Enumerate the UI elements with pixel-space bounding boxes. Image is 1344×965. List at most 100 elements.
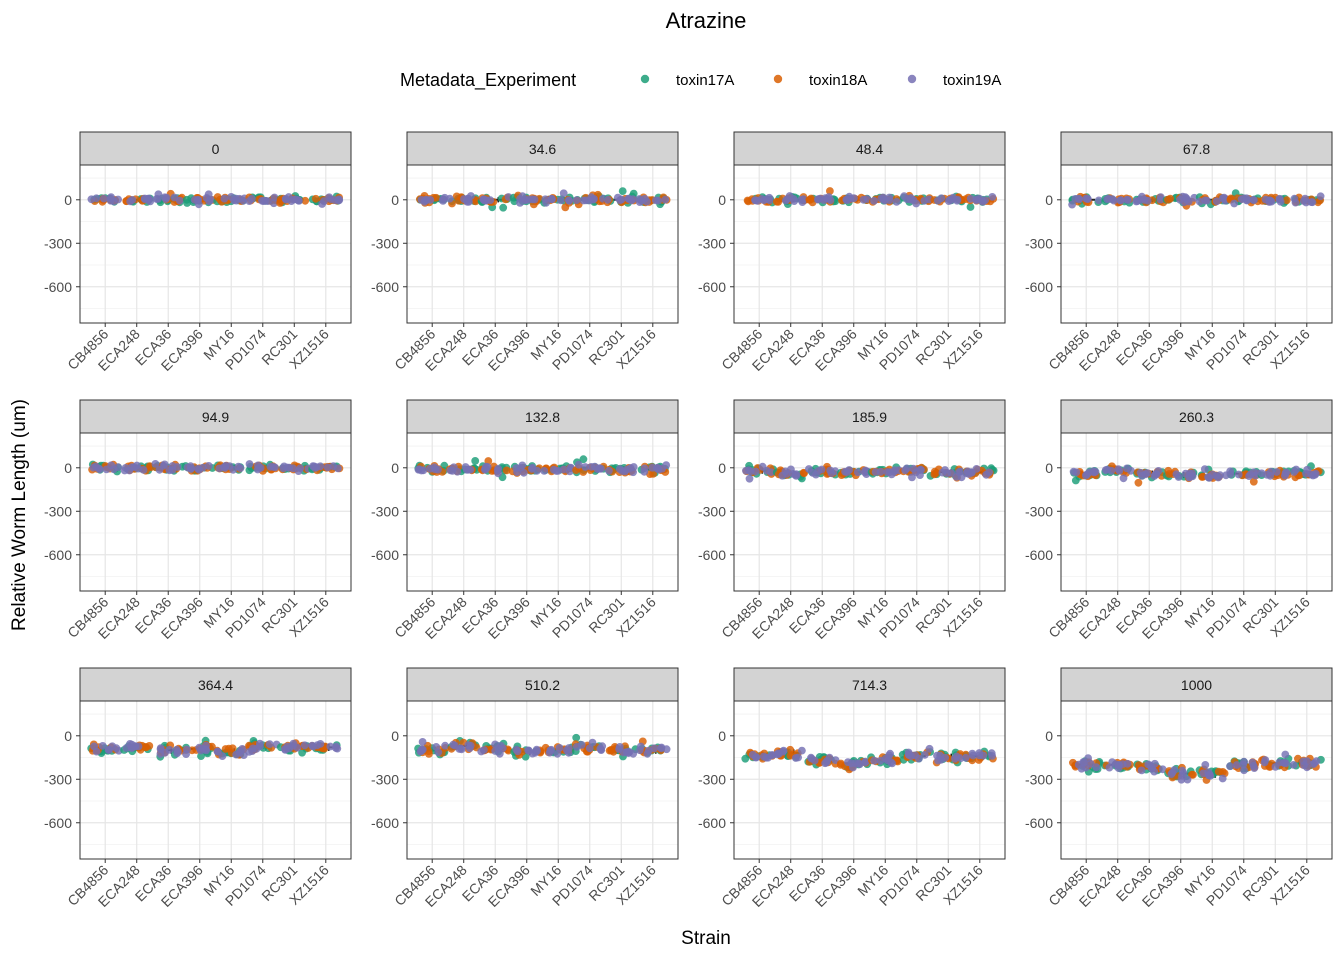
point-toxin19A [494,469,502,478]
point-toxin19A [155,465,164,474]
legend-key-toxin19A [907,74,917,84]
point-toxin19A [221,461,230,470]
point-toxin19A [588,738,597,747]
point-toxin19A [789,470,797,478]
point-toxin19A [204,190,213,199]
y-tick-label: -600 [371,279,399,295]
facet-panel-132.8: 132.80-300-600CB4856ECA248ECA36ECA396MY1… [371,399,679,642]
plot-background [80,701,351,859]
point-toxin19A [253,465,262,474]
point-toxin19A [1137,471,1146,480]
facet-strip-label: 94.9 [202,409,229,425]
point-toxin19A [807,754,816,763]
point-toxin19A [605,466,613,475]
point-toxin19A [542,198,551,207]
legend-key-toxin18A [773,74,783,84]
point-toxin19A [1090,468,1098,477]
point-toxin18A [930,467,939,476]
point-toxin19A [758,462,767,471]
point-toxin19A [635,195,644,203]
point-toxin19A [845,466,853,474]
facet-strip [79,667,352,702]
facet-strip [406,399,679,434]
point-toxin19A [309,742,317,751]
panel-border [1060,700,1333,860]
point-toxin18A [826,187,834,195]
panel-border [733,164,1006,324]
point-toxin19A [624,749,633,757]
plot-background [407,701,678,859]
point-toxin19A [229,465,238,474]
point-toxin19A [936,751,944,760]
point-toxin19A [108,742,117,751]
facet-panel-1000: 10000-300-600CB4856ECA248ECA36ECA396MY16… [1025,667,1333,910]
plot-background [734,433,1005,591]
chart-title: Atrazine [666,8,747,33]
point-toxin19A [603,195,612,204]
point-toxin19A [820,196,828,205]
point-toxin19A [912,199,921,208]
point-toxin17A [499,203,508,212]
point-toxin19A [248,747,257,755]
point-toxin18A [1282,196,1291,205]
point-toxin19A [597,464,605,473]
point-toxin19A [266,462,275,471]
point-toxin19A [1150,767,1159,776]
point-toxin19A [449,740,458,749]
plot-background [407,165,678,323]
point-toxin19A [764,753,772,762]
point-toxin19A [1291,198,1300,207]
point-toxin19A [261,196,270,205]
facet-strip [1060,399,1333,434]
point-toxin19A [245,460,254,468]
point-toxin18A [208,742,216,751]
point-toxin19A [826,196,835,205]
point-toxin19A [745,474,754,483]
plot-background [1061,433,1332,591]
point-toxin19A [1083,470,1091,479]
point-toxin19A [1068,200,1076,209]
facet-strip-label: 364.4 [198,677,233,693]
point-toxin19A [906,195,915,204]
point-toxin19A [760,196,768,205]
y-tick-label: -300 [371,235,399,251]
point-toxin19A [1185,473,1194,482]
point-toxin19A [952,752,961,761]
point-toxin19A [1140,196,1149,204]
facet-strip [79,399,352,434]
point-toxin19A [573,743,581,751]
point-toxin19A [220,194,229,203]
y-tick-label: -300 [698,771,726,787]
point-toxin19A [156,750,165,758]
plot-background [80,165,351,323]
point-toxin19A [969,751,977,760]
y-tick-label: 0 [1045,460,1053,476]
point-toxin19A [1083,195,1092,203]
point-toxin19A [288,742,297,750]
point-toxin19A [845,192,854,201]
point-toxin18A [502,466,511,475]
point-toxin17A [618,187,627,196]
legend-key-toxin17A [640,74,650,84]
point-toxin19A [418,738,427,746]
y-tick-label: 0 [1045,728,1053,744]
point-toxin19A [460,195,468,203]
point-toxin19A [629,463,638,471]
point-toxin19A [1137,766,1146,775]
point-toxin19A [144,196,153,204]
point-toxin17A [298,748,306,757]
point-toxin19A [962,469,971,478]
panel-border [1060,432,1333,592]
point-toxin19A [445,194,454,203]
point-toxin19A [90,742,98,751]
facet-strip-label: 260.3 [1179,409,1214,425]
y-tick-label: 0 [64,192,72,208]
panel-border [79,164,352,324]
point-toxin19A [751,196,760,205]
point-toxin19A [596,744,605,753]
y-tick-label: -600 [698,815,726,831]
point-toxin18A [228,744,237,753]
point-toxin19A [767,468,775,476]
